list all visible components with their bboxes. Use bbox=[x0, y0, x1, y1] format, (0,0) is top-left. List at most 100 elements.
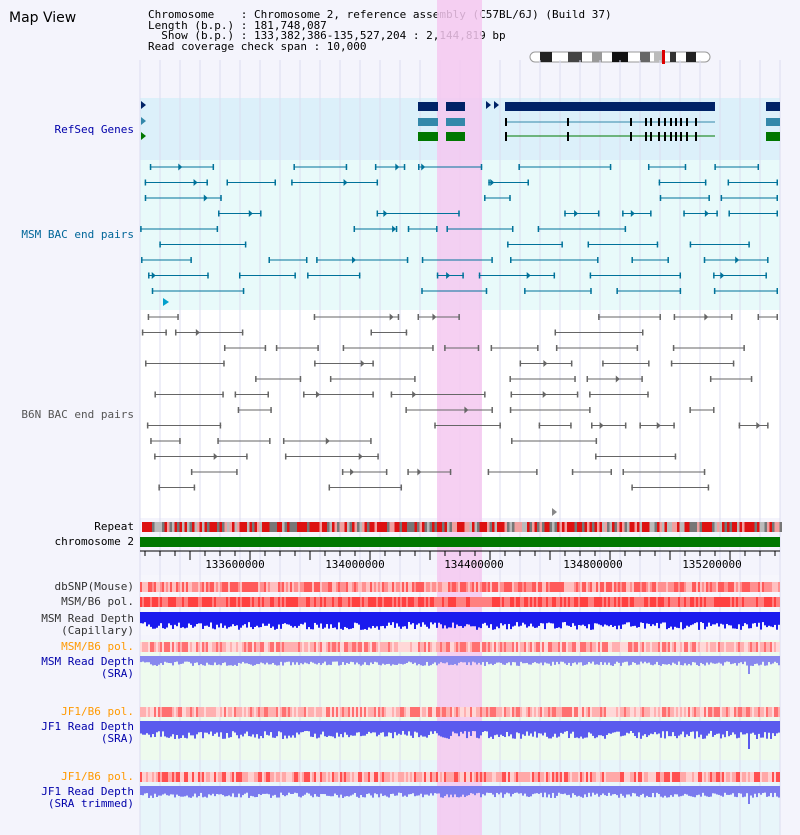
chromosome-label[interactable]: chromosome 2 bbox=[54, 535, 134, 548]
bac-end bbox=[622, 210, 624, 217]
bac-end bbox=[713, 407, 715, 413]
bac-end bbox=[555, 345, 558, 351]
axis-tick-label: 133600000 bbox=[205, 558, 265, 571]
bac-end bbox=[147, 314, 150, 320]
bac-end bbox=[216, 226, 219, 232]
msm-read-depth-capillary-label[interactable]: MSM Read Depth (Capillary) bbox=[41, 612, 134, 637]
bac-end bbox=[574, 376, 576, 382]
bac-end bbox=[390, 391, 393, 398]
exon bbox=[658, 132, 660, 141]
bac-end bbox=[372, 360, 374, 367]
bac-end-arrow bbox=[756, 422, 761, 429]
bac-end bbox=[150, 438, 152, 444]
bac-end bbox=[602, 360, 604, 367]
bac-end bbox=[713, 272, 715, 279]
bac-end bbox=[597, 210, 600, 217]
gene-arrow bbox=[486, 101, 491, 109]
bac-end bbox=[679, 272, 682, 279]
bac-end bbox=[193, 484, 196, 491]
exon bbox=[675, 118, 677, 126]
bac-end-arrow bbox=[203, 194, 208, 202]
gene-arrow bbox=[141, 101, 146, 109]
refseq-genes-label[interactable]: RefSeq Genes bbox=[54, 123, 134, 136]
msm-bac-label[interactable]: MSM BAC end pairs bbox=[21, 228, 134, 241]
ideogram-position-marker bbox=[662, 50, 665, 64]
bac-end bbox=[403, 164, 406, 170]
bac-end bbox=[212, 164, 215, 170]
bac-end bbox=[509, 407, 512, 413]
bac-end bbox=[299, 376, 302, 382]
axis-tick-label: 135200000 bbox=[682, 558, 742, 571]
msm-b6-pol-sra-label[interactable]: MSM/B6 pol. bbox=[61, 640, 134, 653]
bac-end bbox=[518, 164, 520, 170]
bac-end bbox=[636, 345, 639, 351]
refseq-genes bbox=[141, 101, 780, 141]
bac-end bbox=[313, 314, 316, 320]
bac-end bbox=[158, 484, 160, 491]
exon bbox=[675, 132, 677, 141]
bac-end bbox=[303, 391, 305, 398]
bac-end-arrow bbox=[389, 313, 394, 321]
bac-end bbox=[491, 407, 493, 413]
bac-end bbox=[776, 210, 778, 217]
exon bbox=[505, 132, 507, 141]
msm-read-depth-sra-label[interactable]: MSM Read Depth (SRA) bbox=[41, 655, 134, 680]
exon bbox=[695, 118, 697, 126]
bac-end bbox=[510, 257, 512, 263]
b6n-bac-label[interactable]: B6N BAC end pairs bbox=[21, 408, 134, 421]
axis-tick-label: 134400000 bbox=[444, 558, 504, 571]
jf1-b6-pol-trimmed-label[interactable]: JF1/B6 pol. bbox=[61, 770, 134, 783]
bac-end bbox=[689, 241, 692, 248]
dbsnp-label[interactable]: dbSNP(Mouse) bbox=[54, 580, 134, 593]
bac-end bbox=[353, 226, 356, 232]
gene-block bbox=[766, 118, 780, 126]
bac-end-arrow bbox=[151, 272, 156, 279]
bac-end bbox=[589, 407, 591, 413]
bac-end bbox=[220, 195, 222, 201]
jf1-read-depth-sra-label[interactable]: JF1 Read Depth (SRA) bbox=[41, 720, 134, 745]
bac-end-arrow bbox=[383, 210, 388, 217]
chromosome-ideogram[interactable] bbox=[528, 50, 713, 64]
bac-end-arrow bbox=[325, 437, 330, 445]
gene-block bbox=[418, 118, 438, 126]
bac-end-arrow bbox=[630, 210, 635, 217]
bac-end bbox=[672, 345, 675, 351]
bac-end bbox=[294, 272, 296, 279]
bac-end bbox=[703, 257, 706, 263]
jf1-b6-pol-label[interactable]: JF1/B6 pol. bbox=[61, 705, 134, 718]
bac-end bbox=[206, 179, 208, 186]
bac-end-arrow bbox=[351, 256, 356, 264]
bac-end bbox=[703, 469, 706, 475]
bac-end bbox=[329, 376, 332, 382]
msm-b6-pol-label[interactable]: MSM/B6 pol. bbox=[61, 595, 134, 608]
bac-end bbox=[750, 376, 753, 382]
bac-end bbox=[307, 272, 309, 279]
bac-end bbox=[684, 164, 687, 170]
bac-end bbox=[293, 164, 295, 170]
bac-end bbox=[421, 288, 423, 294]
dbsnp-heat bbox=[140, 582, 780, 592]
bac-end bbox=[499, 422, 501, 429]
bac-end bbox=[316, 257, 318, 263]
gene-arrow bbox=[494, 101, 499, 109]
jf1-read-depth-trimmed-label[interactable]: JF1 Read Depth (SRA trimmed) bbox=[41, 785, 134, 810]
bac-end bbox=[709, 376, 712, 382]
bac-end bbox=[767, 422, 769, 429]
bac-end bbox=[589, 272, 592, 279]
bac-end bbox=[716, 210, 718, 217]
bac-end bbox=[328, 484, 331, 491]
bac-end-arrow bbox=[213, 453, 218, 460]
repeat-label[interactable]: Repeat bbox=[94, 520, 134, 533]
bac-end bbox=[314, 360, 316, 367]
exon bbox=[630, 132, 632, 141]
bac-end bbox=[511, 226, 514, 232]
bac-end bbox=[631, 257, 633, 263]
bac-end bbox=[260, 210, 262, 217]
bac-end bbox=[707, 484, 710, 491]
bac-end-arrow bbox=[350, 468, 355, 476]
gene-block bbox=[418, 102, 438, 111]
b6n-bac-pairs bbox=[141, 313, 778, 491]
bac-end bbox=[400, 484, 403, 491]
bac-end-arrow bbox=[392, 225, 397, 233]
